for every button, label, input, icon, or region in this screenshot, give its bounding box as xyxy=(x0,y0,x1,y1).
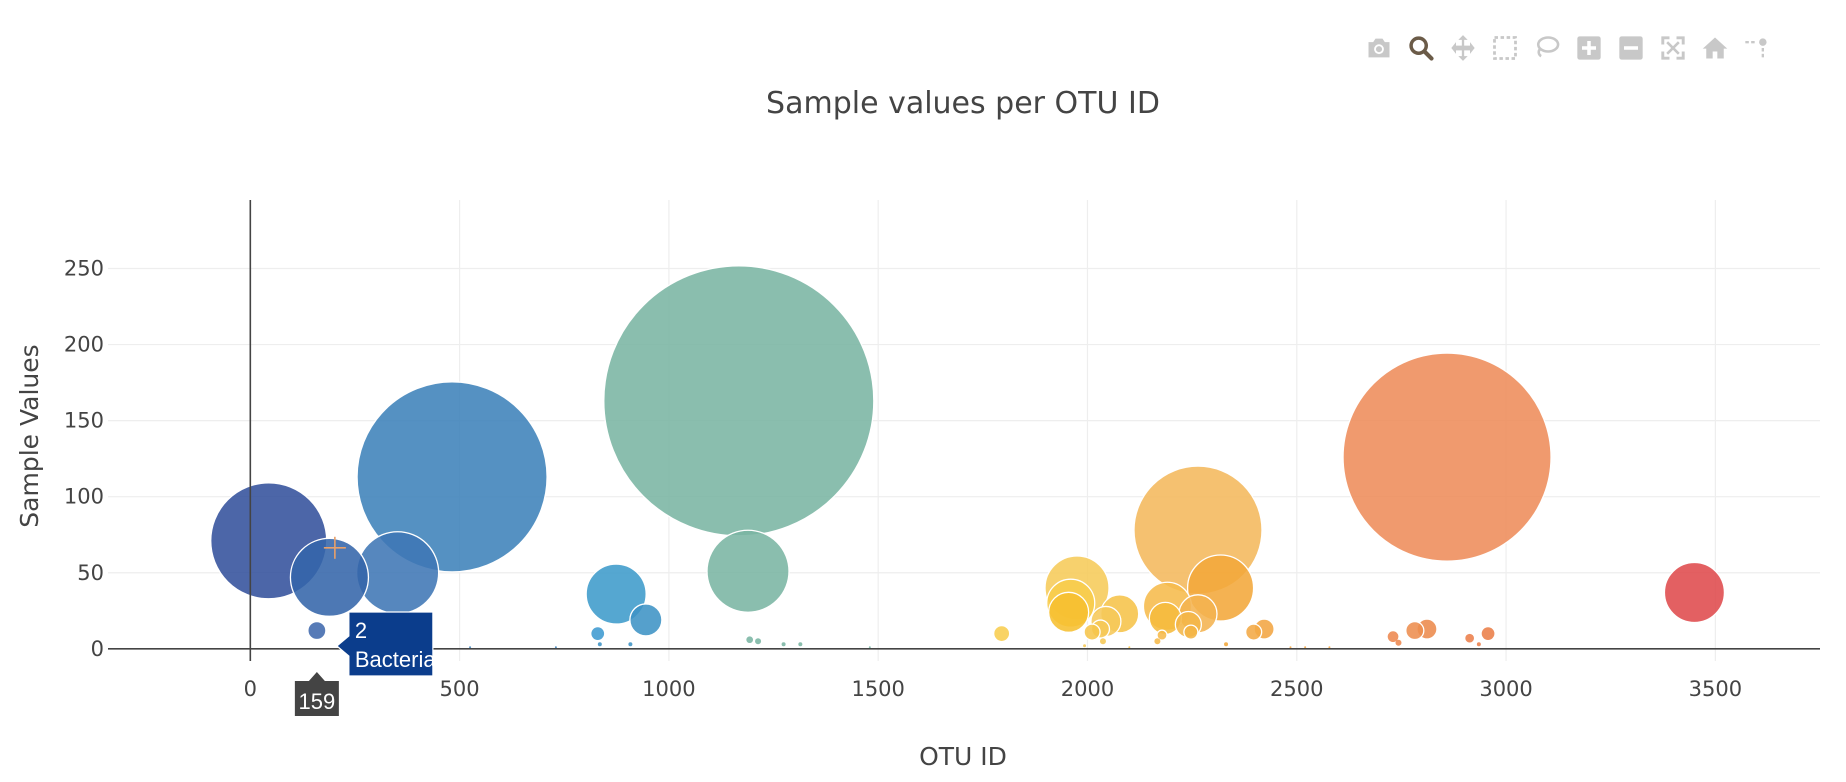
bubble-point[interactable] xyxy=(590,625,606,642)
bubble-point[interactable] xyxy=(755,638,762,645)
bubble-point[interactable] xyxy=(356,531,440,615)
autoscale-button[interactable] xyxy=(1652,28,1694,68)
reset-axes-button[interactable] xyxy=(1694,28,1736,68)
x-hover-value: 159 xyxy=(299,689,336,714)
zoom-icon xyxy=(1409,36,1434,61)
hover-tooltip: 2 Bacteria 159 xyxy=(294,536,436,716)
box-select-button[interactable] xyxy=(1484,28,1526,68)
bubble-point[interactable] xyxy=(1128,646,1131,649)
x-tick-label: 3500 xyxy=(1689,677,1742,701)
bubble-layer[interactable] xyxy=(210,265,1726,649)
zoom-out-icon xyxy=(1619,36,1643,60)
bubble-point[interactable] xyxy=(1154,638,1161,645)
x-tick-label: 0 xyxy=(244,677,257,701)
hover-label-box xyxy=(335,611,434,677)
bubble-point[interactable] xyxy=(1476,642,1481,647)
bubble-point[interactable] xyxy=(1289,646,1292,649)
y-tick-label: 150 xyxy=(64,409,104,433)
bubble-point[interactable] xyxy=(1342,352,1552,562)
bubble-point[interactable] xyxy=(1099,638,1106,645)
bubble-point[interactable] xyxy=(1224,642,1229,647)
bubble-point[interactable] xyxy=(469,646,472,649)
box-select-icon xyxy=(1493,36,1517,60)
bubble-point[interactable] xyxy=(1463,632,1476,644)
y-tick-label: 250 xyxy=(64,256,104,280)
autoscale-icon xyxy=(1661,36,1685,60)
y-tick-label: 100 xyxy=(64,485,104,509)
bubble-point[interactable] xyxy=(1480,625,1496,642)
bubble-point[interactable] xyxy=(585,563,647,625)
bubble-point[interactable] xyxy=(1663,561,1726,624)
x-tick-label: 2500 xyxy=(1270,677,1323,701)
bubble-point[interactable] xyxy=(356,381,548,573)
y-tick-label: 50 xyxy=(77,561,104,585)
bubble-point[interactable] xyxy=(1328,646,1331,649)
bubble-point[interactable] xyxy=(1183,624,1199,640)
bubble-point[interactable] xyxy=(603,265,875,537)
bubble-point[interactable] xyxy=(1304,646,1307,649)
x-tick-label: 1500 xyxy=(851,677,904,701)
chart-title: Sample values per OTU ID xyxy=(766,86,1160,121)
bubble-point[interactable] xyxy=(1395,639,1402,646)
x-tick-label: 2000 xyxy=(1061,677,1114,701)
reset-axes-icon xyxy=(1702,37,1728,59)
hover-category: Bacteria xyxy=(355,647,436,672)
bubble-point[interactable] xyxy=(1083,644,1087,648)
lasso-select-icon xyxy=(1536,36,1560,58)
spike-lines-icon xyxy=(1745,38,1767,58)
y-tick-label: 200 xyxy=(64,333,104,357)
bubble-point[interactable] xyxy=(554,646,557,649)
zoom-out-button[interactable] xyxy=(1610,28,1652,68)
camera-button[interactable] xyxy=(1358,28,1400,68)
bubble-point[interactable] xyxy=(1156,629,1168,641)
camera-icon xyxy=(1368,38,1390,58)
pan-button[interactable] xyxy=(1442,28,1484,68)
bubble-point[interactable] xyxy=(1083,623,1101,641)
x-hover-label-box xyxy=(294,672,339,716)
zoom-button[interactable] xyxy=(1400,28,1442,68)
x-tick-label: 500 xyxy=(440,677,480,701)
bubble-point[interactable] xyxy=(798,642,803,647)
bubble-point[interactable] xyxy=(307,620,327,641)
hover-value: 2 xyxy=(355,618,367,643)
y-tick-label: 0 xyxy=(91,637,104,661)
x-tick-label: 3000 xyxy=(1479,677,1532,701)
bubble-point[interactable] xyxy=(868,646,871,649)
bubble-point[interactable] xyxy=(1047,591,1090,633)
bubble-point[interactable] xyxy=(289,537,370,617)
zoom-in-button[interactable] xyxy=(1568,28,1610,68)
bubble-point[interactable] xyxy=(993,624,1011,643)
bubble-point[interactable] xyxy=(1405,620,1425,641)
bubble-point[interactable] xyxy=(628,642,633,647)
tick-labels: 0 500 1000 1500 2000 2500 3000 3500 0 50 100 150 200… xyxy=(64,256,1742,701)
bubble-point[interactable] xyxy=(629,603,663,637)
lasso-select-button[interactable] xyxy=(1526,28,1568,68)
x-axis-title: OTU ID xyxy=(919,742,1007,771)
bubble-point[interactable] xyxy=(597,642,602,647)
x-tick-label: 1000 xyxy=(642,677,695,701)
bubble-point[interactable] xyxy=(781,642,786,647)
y-axis-title: Sample Values xyxy=(15,344,44,527)
bubble-point[interactable] xyxy=(706,529,790,613)
zoom-in-icon xyxy=(1577,36,1601,60)
bubble-point[interactable] xyxy=(1386,630,1400,644)
bubble-point[interactable] xyxy=(1245,623,1263,641)
spike-lines-button[interactable] xyxy=(1736,28,1778,68)
modebar xyxy=(1358,28,1778,68)
bubble-point[interactable] xyxy=(745,635,755,645)
pan-icon xyxy=(1451,35,1475,61)
